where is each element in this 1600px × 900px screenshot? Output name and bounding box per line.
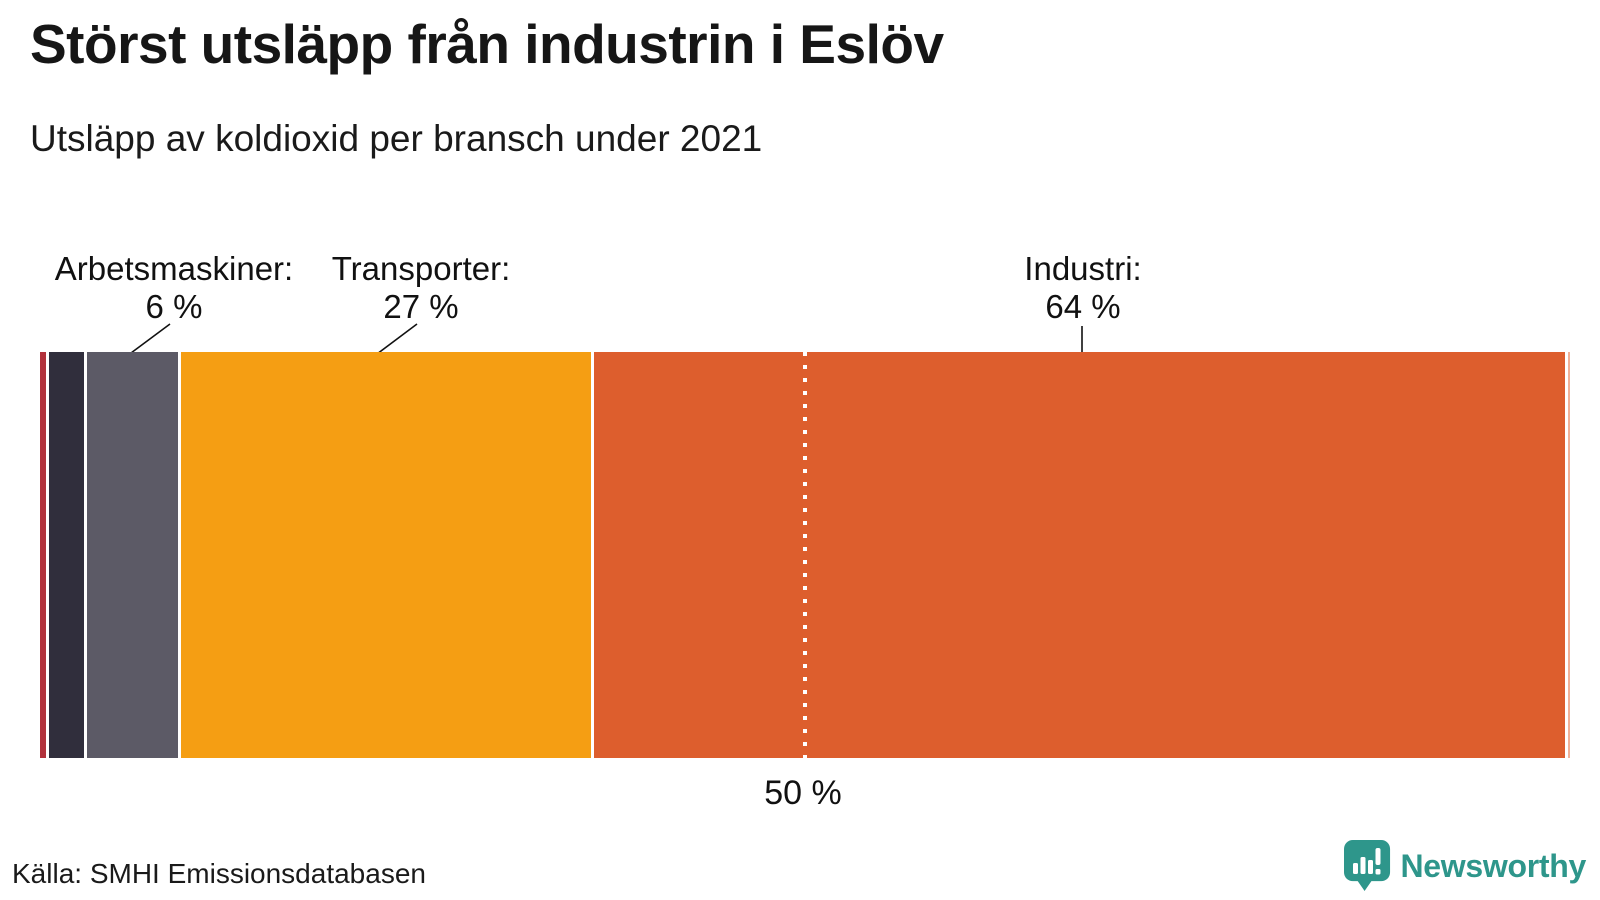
bar-segment	[49, 352, 84, 758]
annotation-label: Transporter:	[331, 250, 511, 287]
newsworthy-logo: Newsworthy	[1343, 840, 1587, 892]
bar-segment-arbetsmaskiner	[86, 352, 178, 758]
bar-segment-industri	[593, 352, 1565, 758]
fifty-percent-reference-line	[803, 352, 807, 758]
annotation-label: Arbetsmaskiner:	[54, 250, 294, 287]
annotation-transporter: Transporter: 27 %	[332, 250, 511, 326]
annotation-industri: Industri: 64 %	[1024, 250, 1141, 326]
speech-bubble-bar-chart-icon	[1343, 840, 1391, 892]
source-note: Källa: SMHI Emissionsdatabasen	[12, 858, 426, 889]
stacked-bar	[40, 352, 1570, 758]
bar-segment	[40, 352, 47, 758]
bar-segment-transporter	[180, 352, 591, 758]
annotation-label: Industri:	[1024, 250, 1142, 287]
newsworthy-wordmark: Newsworthy	[1400, 847, 1587, 884]
bar-segment	[1567, 352, 1570, 758]
chart-subtitle: Utsläpp av koldioxid per bransch under 2…	[30, 118, 763, 159]
fifty-percent-label: 50 %	[764, 774, 842, 812]
annotation-value: 6 %	[145, 288, 203, 325]
annotation-value: 64 %	[1045, 288, 1121, 325]
annotation-value: 27 %	[383, 288, 459, 325]
annotation-arbetsmaskiner: Arbetsmaskiner: 6 %	[55, 250, 293, 326]
chart-title: Störst utsläpp från industrin i Eslöv	[30, 13, 944, 75]
